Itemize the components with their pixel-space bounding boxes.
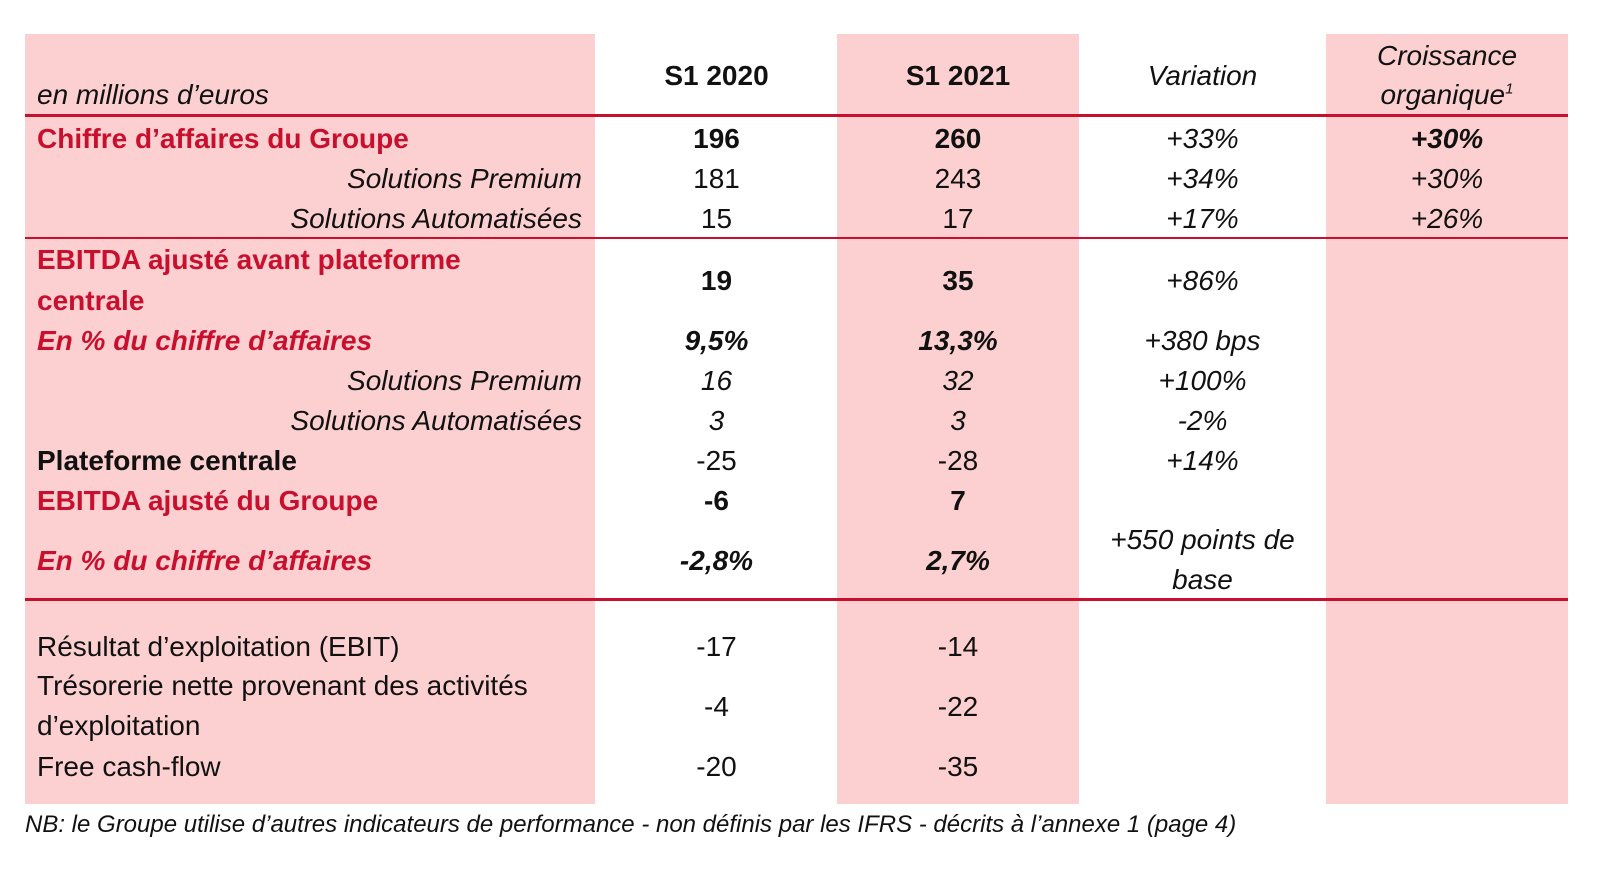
- row-label: Solutions Premium: [347, 365, 582, 396]
- croissance-header-line-1: Croissance: [1376, 40, 1518, 71]
- row-label: Solutions Automatisées: [290, 203, 582, 234]
- cell-variation: +34%: [1166, 163, 1239, 194]
- cell-s1-2021: 13,3%: [918, 325, 998, 356]
- footnote: NB: le Groupe utilise d’autres indicateu…: [25, 811, 1237, 838]
- unit-label: en millions d’euros: [37, 79, 269, 110]
- cell-variation: +33%: [1166, 123, 1239, 154]
- cell-croissance: +26%: [1410, 203, 1484, 234]
- row-label: EBITDA ajusté du Groupe: [37, 485, 379, 516]
- cell-s1-2020: 181: [693, 163, 740, 194]
- section-divider-1: [25, 237, 1568, 239]
- row-label: EBITDA ajusté avant plateforme centrale: [37, 244, 461, 316]
- section-divider-2: [25, 598, 1568, 601]
- cell-s1-2020: 19: [700, 264, 733, 296]
- column-header-croissance: Croissance organique1: [1326, 36, 1568, 114]
- row-label: En % du chiffre d’affaires: [37, 544, 373, 576]
- footnote-marker: 1: [1505, 80, 1514, 98]
- cell-s1-2021: 243: [934, 163, 982, 194]
- cell-s1-2020: 15: [700, 203, 733, 234]
- cell-s1-2020: -6: [704, 485, 729, 516]
- cell-variation: +550 points de base: [1110, 524, 1295, 595]
- row-label: Solutions Automatisées: [290, 405, 582, 436]
- cell-s1-2020: 3: [708, 405, 725, 436]
- cell-s1-2020: -25: [696, 445, 737, 476]
- cell-variation: +100%: [1158, 365, 1247, 396]
- row-label: Plateforme centrale: [37, 445, 297, 476]
- croissance-column-band: [1326, 34, 1568, 804]
- cell-s1-2021: 7: [950, 485, 966, 516]
- cell-s1-2021: 2,7%: [926, 544, 990, 576]
- column-header-variation: Variation: [1147, 60, 1258, 91]
- column-header-s1-2020: S1 2020: [664, 60, 769, 91]
- cell-s1-2021: -35: [937, 751, 979, 782]
- cell-s1-2021: 260: [934, 123, 982, 154]
- cell-variation: -2%: [1177, 405, 1228, 436]
- cell-s1-2020: -20: [696, 751, 737, 782]
- header-divider: [25, 114, 1568, 117]
- cell-variation: +17%: [1166, 203, 1239, 234]
- row-label: En % du chiffre d’affaires: [37, 325, 373, 356]
- cell-s1-2020: 16: [700, 365, 733, 396]
- croissance-header-line-2: organique1: [1381, 75, 1514, 114]
- cell-s1-2021: 35: [942, 264, 974, 296]
- row-label: Résultat d’exploitation (EBIT): [37, 631, 400, 662]
- cell-s1-2020: 196: [693, 123, 740, 154]
- cell-variation: +14%: [1166, 445, 1239, 476]
- cell-s1-2020: -4: [704, 690, 729, 722]
- s1-2021-column-band: [837, 34, 1079, 804]
- cell-s1-2021: -14: [937, 631, 979, 662]
- cell-s1-2021: -22: [937, 690, 979, 722]
- row-label: Chiffre d’affaires du Groupe: [37, 123, 409, 154]
- croissance-header-text: organique: [1380, 79, 1506, 110]
- row-label: Trésorerie nette provenant des activités…: [37, 670, 528, 741]
- cell-croissance: +30%: [1410, 163, 1484, 194]
- cell-s1-2021: -28: [937, 445, 979, 476]
- cell-s1-2020: 9,5%: [684, 325, 749, 356]
- cell-croissance: +30%: [1410, 123, 1484, 154]
- row-label: Solutions Premium: [347, 163, 582, 194]
- cell-s1-2020: -2,8%: [679, 544, 754, 576]
- cell-s1-2021: 32: [942, 365, 974, 396]
- row-label: Free cash-flow: [37, 751, 221, 782]
- cell-variation: +86%: [1166, 264, 1239, 296]
- cell-variation: +380 bps: [1144, 325, 1261, 356]
- label-column-band: [25, 34, 595, 804]
- column-header-s1-2021: S1 2021: [905, 60, 1011, 91]
- cell-s1-2021: 17: [942, 203, 974, 234]
- cell-s1-2021: 3: [950, 405, 966, 436]
- cell-s1-2020: -17: [696, 631, 737, 662]
